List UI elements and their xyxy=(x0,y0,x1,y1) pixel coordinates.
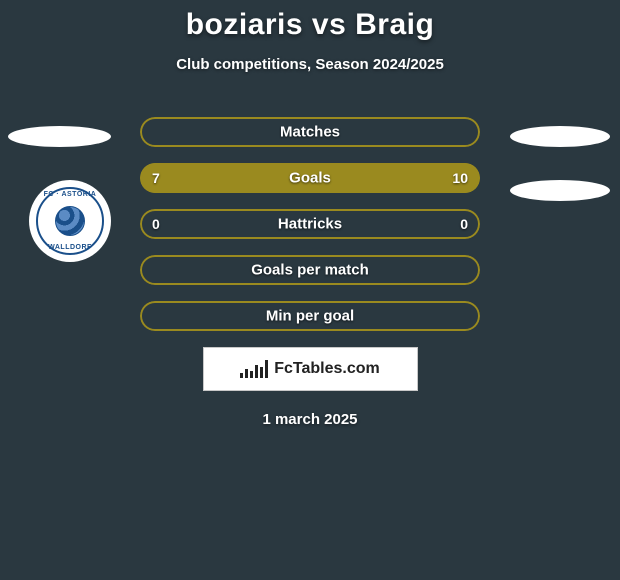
stat-row: Hattricks 0 0 xyxy=(140,209,480,239)
club-badge-left: FC · ASTORIA WALLDORF xyxy=(29,180,111,262)
badge-text-top: FC · ASTORIA xyxy=(44,191,97,198)
stat-value-right: 10 xyxy=(452,170,468,186)
stat-row: Goals per match xyxy=(140,255,480,285)
stat-label: Goals per match xyxy=(251,262,369,279)
stat-value-right: 0 xyxy=(460,216,468,232)
placeholder-ellipse xyxy=(510,126,610,147)
stat-value-left: 0 xyxy=(152,216,160,232)
stat-fill-left xyxy=(140,163,279,193)
stats-list: Matches Goals 7 10 Hattricks 0 0 Goals per matc… xyxy=(140,117,480,331)
bar-chart-icon xyxy=(240,360,268,378)
page-subtitle: Club competitions, Season 2024/2025 xyxy=(0,56,620,73)
stat-row: Min per goal xyxy=(140,301,480,331)
stat-label: Min per goal xyxy=(266,308,354,325)
placeholder-ellipse xyxy=(510,180,610,201)
page-title: boziaris vs Braig xyxy=(0,8,620,42)
badge-text-bottom: WALLDORF xyxy=(48,244,92,251)
stat-label: Matches xyxy=(280,124,340,141)
soccer-ball-icon xyxy=(55,206,85,236)
footer-date: 1 march 2025 xyxy=(0,411,620,428)
stat-row: Goals 7 10 xyxy=(140,163,480,193)
stat-label: Hattricks xyxy=(278,216,342,233)
stat-label: Goals xyxy=(289,170,331,187)
brand-text: FcTables.com xyxy=(274,360,380,378)
stat-row: Matches xyxy=(140,117,480,147)
stat-value-left: 7 xyxy=(152,170,160,186)
placeholder-ellipse xyxy=(8,126,111,147)
brand-badge[interactable]: FcTables.com xyxy=(203,347,418,391)
